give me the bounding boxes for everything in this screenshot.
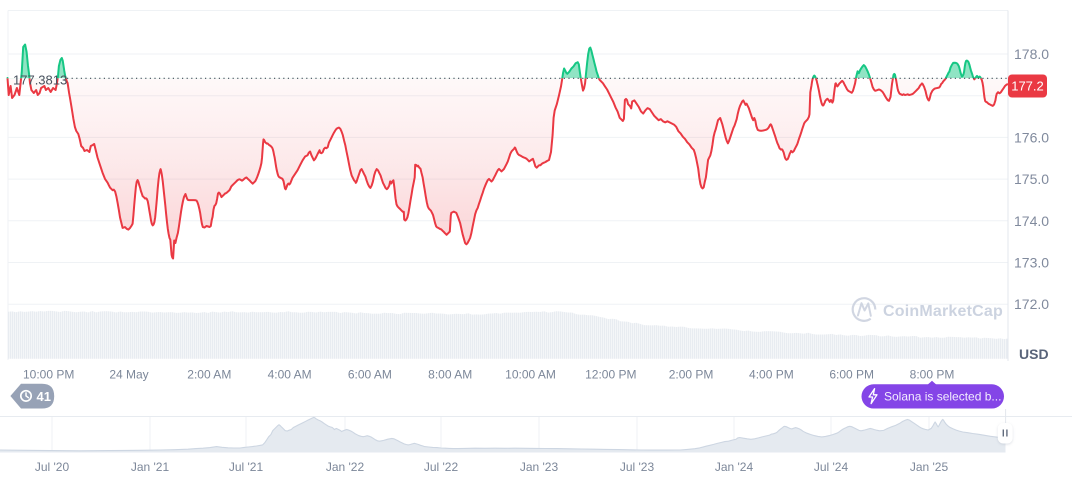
- svg-text:2:00 AM: 2:00 AM: [187, 368, 231, 382]
- svg-text:176.0: 176.0: [1014, 129, 1049, 145]
- svg-text:172.0: 172.0: [1014, 296, 1049, 312]
- svg-text:6:00 PM: 6:00 PM: [829, 368, 874, 382]
- svg-text:12:00 PM: 12:00 PM: [585, 368, 636, 382]
- svg-text:10:00 AM: 10:00 AM: [505, 368, 556, 382]
- svg-text:2:00 PM: 2:00 PM: [669, 368, 714, 382]
- svg-text:Jul '23: Jul '23: [620, 460, 655, 474]
- svg-text:CoinMarketCap: CoinMarketCap: [883, 303, 1003, 320]
- svg-text:178.0: 178.0: [1014, 46, 1049, 62]
- svg-text:10:00 PM: 10:00 PM: [23, 368, 74, 382]
- svg-text:177.2: 177.2: [1011, 79, 1044, 94]
- svg-text:173.0: 173.0: [1014, 255, 1049, 271]
- svg-text:USD: USD: [1019, 346, 1049, 362]
- svg-text:8:00 AM: 8:00 AM: [428, 368, 472, 382]
- svg-text:Jan '21: Jan '21: [131, 460, 170, 474]
- svg-text:Jan '23: Jan '23: [520, 460, 559, 474]
- svg-text:4:00 AM: 4:00 AM: [268, 368, 312, 382]
- svg-text:4:00 PM: 4:00 PM: [749, 368, 794, 382]
- svg-text:8:00 PM: 8:00 PM: [910, 368, 955, 382]
- svg-text:Jul '22: Jul '22: [424, 460, 459, 474]
- svg-text:Jul '20: Jul '20: [35, 460, 70, 474]
- svg-text:24 May: 24 May: [109, 368, 148, 382]
- svg-text:Jul '24: Jul '24: [814, 460, 849, 474]
- svg-text:Solana is selected b...: Solana is selected b...: [884, 390, 1001, 404]
- svg-text:Jan '22: Jan '22: [326, 460, 365, 474]
- svg-text:6:00 AM: 6:00 AM: [348, 368, 392, 382]
- svg-text:177.3813: 177.3813: [13, 73, 67, 88]
- svg-text:Jul '21: Jul '21: [229, 460, 264, 474]
- svg-text:174.0: 174.0: [1014, 213, 1049, 229]
- svg-text:Jan '25: Jan '25: [910, 460, 949, 474]
- svg-text:41: 41: [37, 389, 51, 404]
- svg-text:Jan '24: Jan '24: [715, 460, 754, 474]
- svg-text:175.0: 175.0: [1014, 171, 1049, 187]
